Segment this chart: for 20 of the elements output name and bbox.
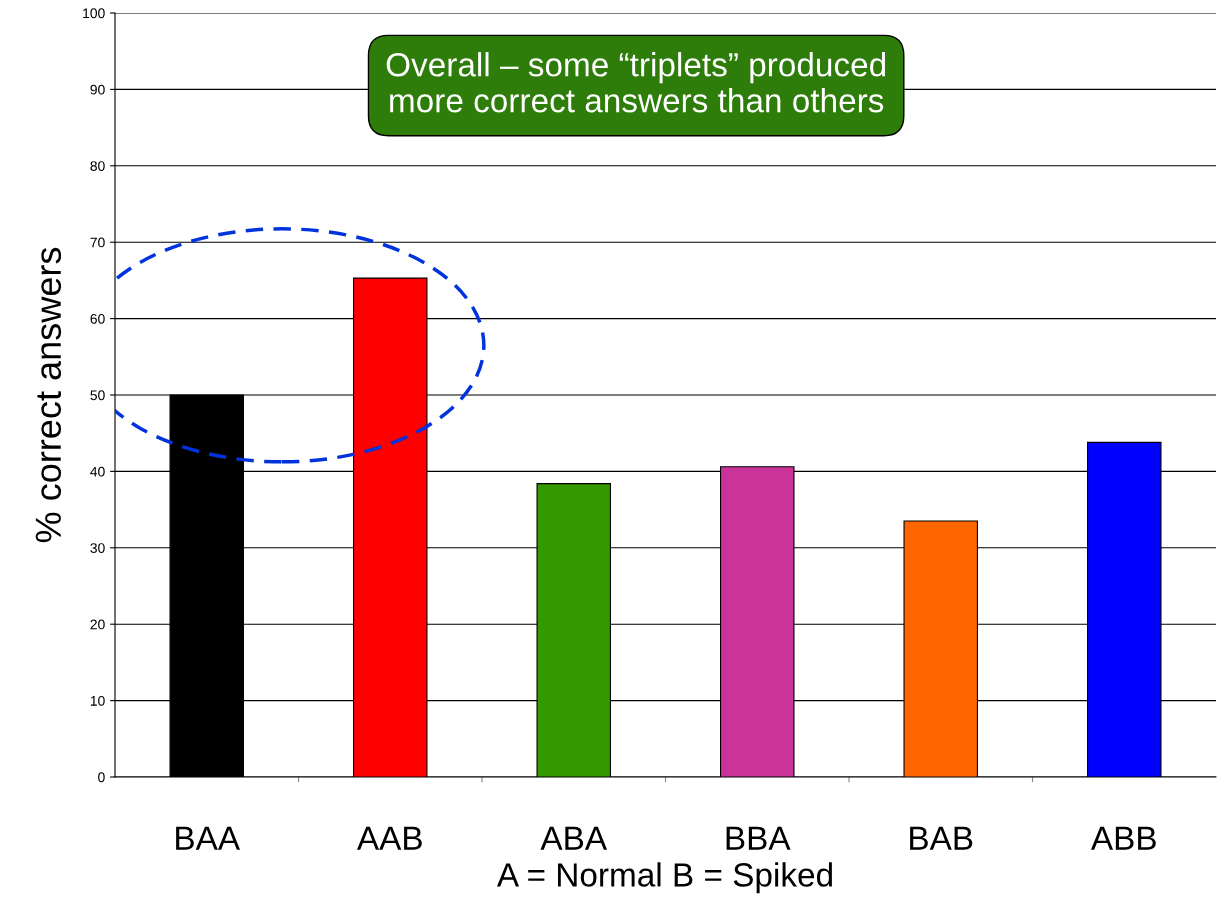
y-tick-label: 70	[90, 237, 105, 248]
y-tick-label: 90	[90, 84, 105, 95]
y-tick-label: 30	[90, 543, 105, 553]
y-tick-label: 10	[90, 695, 105, 706]
y-tick-label: 100	[83, 8, 105, 19]
x-tick-label: BAB	[910, 826, 973, 850]
y-tick-label: 80	[90, 161, 105, 171]
x-tick-label: ABB	[1090, 826, 1156, 850]
x-tick-label: ABA	[540, 826, 608, 850]
y-tick-label: 20	[90, 619, 105, 630]
y-tick-label: 60	[90, 313, 105, 324]
x-tick-label: BAA	[176, 826, 241, 850]
x-axis-title: A = Normal B = Spiked	[496, 862, 832, 894]
annotation: Overall – some “triplets” produced more correct answers than others	[386, 52, 886, 113]
y-axis-title: % correct answers	[35, 247, 62, 543]
y-tick-label: 0	[98, 772, 105, 783]
x-tick-label: BBA	[726, 826, 791, 850]
y-tick-label: 40	[90, 466, 105, 477]
x-tick-label: AAB	[356, 826, 422, 850]
y-tick-label: 50	[90, 390, 105, 401]
